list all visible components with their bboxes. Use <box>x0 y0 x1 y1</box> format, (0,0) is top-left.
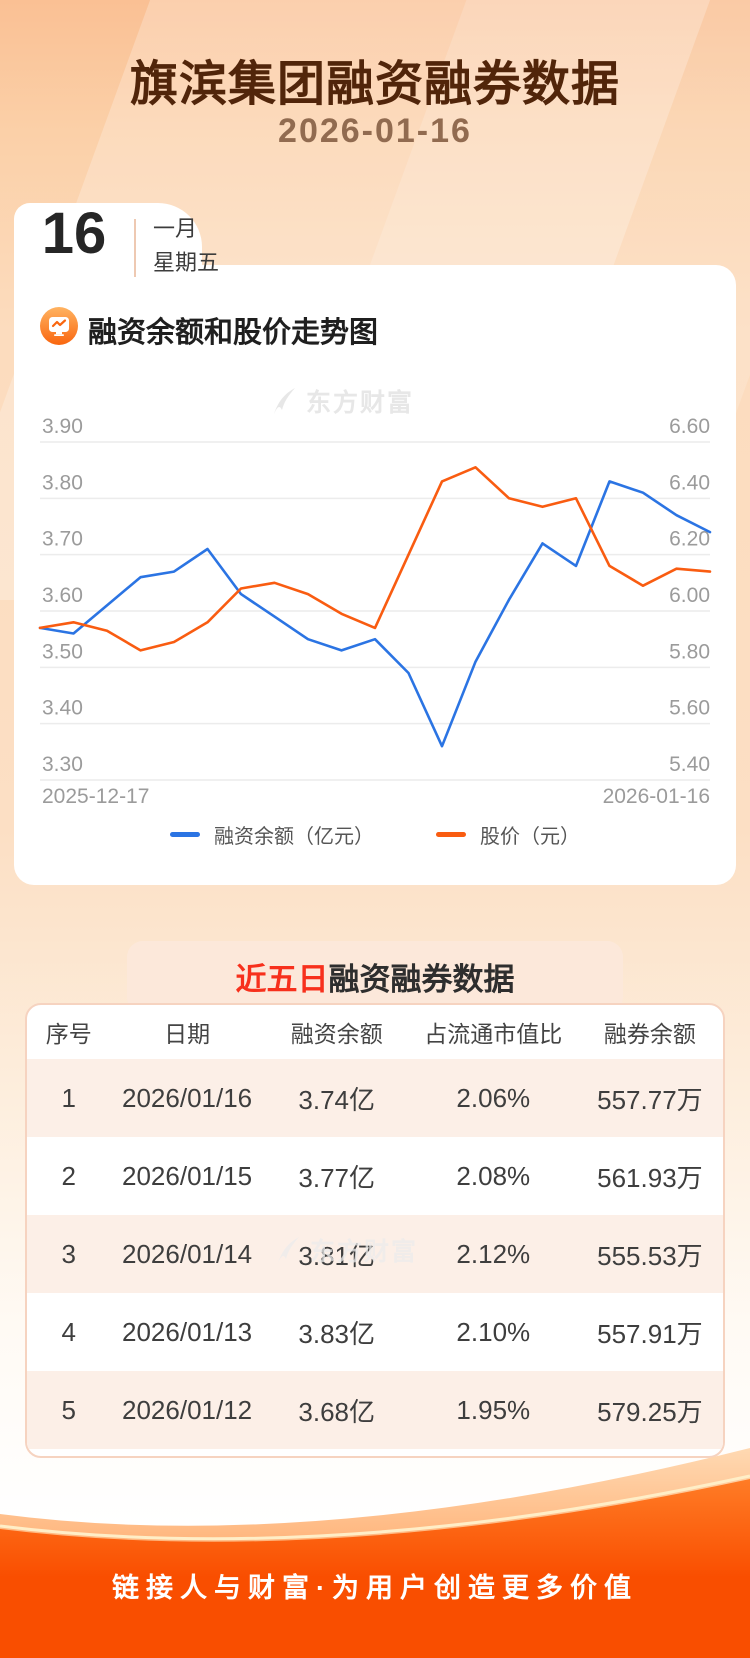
margin-balance-line <box>38 480 712 748</box>
calendar-divider <box>134 219 136 277</box>
table-cell: 1 <box>61 1082 76 1113</box>
left-axis-tick: 3.50 <box>42 640 83 663</box>
right-axis-tick: 6.20 <box>669 528 710 551</box>
table-cell: 2 <box>61 1160 76 1191</box>
chart-legend: 融资余额（亿元） 股价（元） <box>0 820 750 849</box>
x-axis-start-label: 2025-12-17 <box>42 785 149 808</box>
watermark-brand: 东方财富 <box>272 1232 418 1268</box>
table-cell: 2026/01/16 <box>122 1082 253 1113</box>
table-header-cell: 占流通市值比 <box>424 1021 563 1047</box>
table-row: 3 2026/01/14 3.81亿 2.12% 555.53万 <box>27 1215 723 1293</box>
table-cell: 2026/01/14 <box>122 1238 253 1269</box>
left-axis-tick: 3.90 <box>42 415 83 438</box>
brand-logo-icon <box>278 1237 299 1263</box>
stock-price-legend-label: 股价（元） <box>480 826 580 848</box>
right-axis-tick: 6.40 <box>669 471 710 494</box>
right-axis-tick: 6.00 <box>669 584 710 607</box>
table-cell: 3.83亿 <box>298 1318 375 1349</box>
data-table: 序号 日期 融资余额 占流通市值比 融券余额 1 2026/01/16 3.74亿 2.06% 5… <box>25 1003 725 1458</box>
page-date: 2026-01-16 <box>278 112 472 150</box>
table-cell: 3.81亿 <box>298 1240 375 1271</box>
table-title-rest: 融资融券数据 <box>328 962 515 997</box>
table-cell: 3.77亿 <box>298 1162 375 1193</box>
table-row: 2 2026/01/15 3.77亿 2.08% 561.93万 <box>27 1137 723 1215</box>
left-axis-tick: 3.70 <box>42 528 83 551</box>
footer-wave <box>0 1448 750 1658</box>
table-cell: 2026/01/13 <box>122 1316 253 1347</box>
right-axis-tick: 5.80 <box>669 640 710 663</box>
calendar-weekday: 星期五 <box>153 250 220 275</box>
margin-balance-legend-label: 融资余额（亿元） <box>214 826 374 848</box>
table-cell: 1.95% <box>456 1394 531 1425</box>
table-cell: 557.77万 <box>597 1084 703 1115</box>
table-header-cell: 融资余额 <box>290 1021 383 1047</box>
watermark-text: 东方财富 <box>306 389 415 417</box>
table-cell: 2026/01/15 <box>122 1160 253 1191</box>
page-title: 旗滨集团融资融券数据 <box>129 58 620 111</box>
left-axis-tick: 3.80 <box>42 471 83 494</box>
table-cell: 561.93万 <box>597 1162 703 1193</box>
table-cell: 2.10% <box>456 1316 531 1347</box>
right-axis-tick: 5.40 <box>669 753 710 776</box>
table-cell: 3 <box>61 1238 76 1269</box>
left-axis-tick: 3.60 <box>42 584 83 607</box>
right-axis-tick: 6.60 <box>669 415 710 438</box>
table-row: 1 2026/01/16 3.74亿 2.06% 557.77万 <box>27 1059 723 1137</box>
table-header-cell: 序号 <box>45 1021 92 1047</box>
x-axis-end-label: 2026-01-16 <box>603 785 710 808</box>
table-cell: 2.06% <box>456 1082 531 1113</box>
table-title-banner: 近五日融资融券数据 <box>127 941 623 1013</box>
table-cell: 3.74亿 <box>298 1084 375 1115</box>
table-cell: 2.12% <box>456 1238 531 1269</box>
stock-price-legend-swatch <box>436 832 466 837</box>
table-cell: 2.08% <box>456 1160 531 1191</box>
stock-price-line <box>38 466 712 652</box>
brand-logo-icon <box>274 388 295 414</box>
table-cell: 555.53万 <box>597 1240 703 1271</box>
watermark-brand: 东方财富 <box>268 383 414 419</box>
chart-monitor-icon <box>40 307 78 345</box>
footer-slogan: 链接人与财富·为用户创造更多价值 <box>112 1573 638 1603</box>
table-cell: 5 <box>61 1394 76 1425</box>
calendar-month: 一月 <box>153 216 198 241</box>
table-title-highlight: 近五日 <box>235 962 329 997</box>
chart-card <box>14 265 736 885</box>
table-header-cell: 日期 <box>164 1021 211 1047</box>
table-cell: 579.25万 <box>597 1396 703 1427</box>
table-row: 4 2026/01/13 3.83亿 2.10% 557.91万 <box>27 1293 723 1371</box>
trend-chart-svg: 3.90 6.60 3.80 6.40 3.70 6.20 3.60 6.00 3.50 5.80… <box>38 415 712 808</box>
table-header-row: 序号 日期 融资余额 占流通市值比 融券余额 <box>27 1005 723 1059</box>
table-cell: 2026/01/12 <box>122 1394 253 1425</box>
right-axis-tick: 5.60 <box>669 697 710 720</box>
calendar-day: 16 <box>41 201 107 266</box>
left-axis-tick: 3.40 <box>42 697 83 720</box>
table-cell: 4 <box>61 1316 76 1347</box>
margin-balance-legend-swatch <box>170 832 200 837</box>
chart-section-title: 融资余额和股价走势图 <box>88 317 379 349</box>
table-cell: 557.91万 <box>597 1318 703 1349</box>
left-axis-tick: 3.30 <box>42 753 83 776</box>
table-cell: 3.68亿 <box>298 1396 375 1427</box>
watermark-text: 东方财富 <box>310 1238 419 1266</box>
table-row: 5 2026/01/12 3.68亿 1.95% 579.25万 <box>27 1371 723 1449</box>
table-header-cell: 融券余额 <box>603 1021 696 1047</box>
